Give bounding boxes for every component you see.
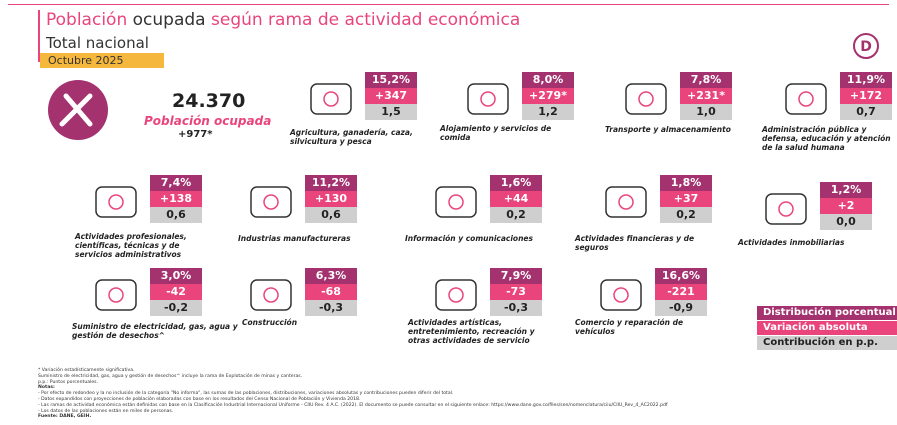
share-box: 7,8% bbox=[680, 72, 732, 88]
legend-item: Contribución en p.p. bbox=[757, 336, 897, 350]
contribution-box: -0,2 bbox=[150, 300, 202, 316]
sector-icon bbox=[600, 279, 642, 311]
footnote: Notas: bbox=[38, 385, 55, 391]
share-box: 7,9% bbox=[490, 268, 542, 284]
contribution-box: 0,6 bbox=[150, 207, 202, 223]
contribution-box: 0,7 bbox=[840, 104, 892, 120]
sector-icon bbox=[250, 186, 292, 218]
sector-name: Actividades financieras y de seguros bbox=[575, 234, 695, 252]
change-box: +138 bbox=[150, 191, 202, 207]
legend-item: Distribución porcentual bbox=[757, 306, 897, 320]
sector-name: Agricultura, ganadería, caza, silvicultu… bbox=[290, 128, 413, 146]
sector-name: Actividades inmobiliarias bbox=[738, 238, 845, 247]
footnote: Fuente: DANE, GEIH. bbox=[38, 414, 92, 420]
footnotes: * Variación estadísticamente significati… bbox=[38, 368, 668, 420]
change-box: +44 bbox=[490, 191, 542, 207]
summary-label: Población ocupada bbox=[144, 114, 272, 128]
share-box: 15,2% bbox=[365, 72, 417, 88]
share-box: 1,8% bbox=[660, 175, 712, 191]
share-box: 3,0% bbox=[150, 268, 202, 284]
title-rule bbox=[38, 10, 40, 62]
share-box: 1,6% bbox=[490, 175, 542, 191]
sector-icon bbox=[467, 83, 509, 115]
contribution-box: -0,9 bbox=[655, 300, 707, 316]
title-part: según rama de actividad económica bbox=[211, 10, 521, 30]
change-box: +37 bbox=[660, 191, 712, 207]
contribution-box: 1,5 bbox=[365, 104, 417, 120]
sector-icon bbox=[785, 83, 827, 115]
sector-name: Transporte y almacenamiento bbox=[605, 125, 731, 134]
change-box: +2 bbox=[820, 198, 872, 214]
sector-name: Comercio y reparación de vehículos bbox=[575, 318, 684, 336]
change-box: -42 bbox=[150, 284, 202, 300]
sector-icon bbox=[605, 186, 647, 218]
sector-icon bbox=[625, 83, 667, 115]
sector-icon bbox=[95, 186, 137, 218]
border bbox=[8, 4, 889, 5]
sector-name: Actividades profesionales, científicas, … bbox=[75, 232, 187, 259]
sector-name: Alojamiento y servicios de comida bbox=[440, 124, 552, 142]
footnote: - Por efecto de redondeo y la no inclusi… bbox=[38, 391, 454, 397]
share-box: 16,6% bbox=[655, 268, 707, 284]
change-box: +347 bbox=[365, 88, 417, 104]
change-box: +172 bbox=[840, 88, 892, 104]
change-box: +130 bbox=[305, 191, 357, 207]
sector-icon bbox=[95, 279, 137, 311]
share-box: 6,3% bbox=[305, 268, 357, 284]
sector-name: Información y comunicaciones bbox=[405, 234, 533, 243]
summary-value: 24.370 bbox=[172, 90, 246, 112]
summary-change: +977* bbox=[178, 129, 213, 140]
sector-name: Industrias manufactureras bbox=[238, 234, 351, 243]
sector-icon bbox=[435, 186, 477, 218]
legend-item: Variación absoluta bbox=[757, 321, 897, 335]
footnote: - Los datos de las poblaciones están en … bbox=[38, 408, 174, 414]
contribution-box: 1,0 bbox=[680, 104, 732, 120]
change-box: +279* bbox=[522, 88, 574, 104]
change-box: -68 bbox=[305, 284, 357, 300]
period: Octubre 2025 bbox=[40, 53, 164, 68]
footnote: * Variación estadísticamente significati… bbox=[38, 368, 135, 373]
footnote: - Las ramas de actividad económica están… bbox=[38, 402, 668, 408]
contribution-box: 0,2 bbox=[490, 207, 542, 223]
sector-name: Suministro de electricidad, gas, agua y … bbox=[72, 322, 238, 340]
sector-icon bbox=[435, 279, 477, 311]
share-box: 11,2% bbox=[305, 175, 357, 191]
footnote: p.p.: Puntos porcentuales. bbox=[38, 379, 98, 385]
sector-icon bbox=[250, 279, 292, 311]
summary-icon bbox=[48, 80, 108, 140]
footnote: Suministro de electricidad, gas, agua y … bbox=[38, 373, 303, 379]
contribution-box: 0,0 bbox=[820, 214, 872, 230]
footnote: - Datos expandidos con proyecciones de p… bbox=[38, 396, 361, 402]
contribution-box: 0,2 bbox=[660, 207, 712, 223]
logo: D bbox=[853, 33, 879, 59]
subtitle: Total nacional bbox=[46, 34, 149, 52]
share-box: 1,2% bbox=[820, 182, 872, 198]
change-box: -73 bbox=[490, 284, 542, 300]
title: Población ocupada según rama de activida… bbox=[46, 10, 520, 30]
title-part: Población bbox=[46, 10, 128, 30]
share-box: 11,9% bbox=[840, 72, 892, 88]
contribution-box: -0,3 bbox=[490, 300, 542, 316]
sector-icon bbox=[310, 83, 352, 115]
share-box: 7,4% bbox=[150, 175, 202, 191]
change-box: +231* bbox=[680, 88, 732, 104]
sector-name: Administración pública y defensa, educac… bbox=[762, 125, 891, 152]
contribution-box: 0,6 bbox=[305, 207, 357, 223]
sector-icon bbox=[765, 193, 807, 225]
share-box: 8,0% bbox=[522, 72, 574, 88]
svg-text:D: D bbox=[860, 39, 872, 55]
sector-name: Construcción bbox=[242, 318, 298, 327]
contribution-box: 1,2 bbox=[522, 104, 574, 120]
change-box: -221 bbox=[655, 284, 707, 300]
title-part: ocupada bbox=[132, 10, 206, 30]
sector-name: Actividades artísticas, entretenimiento,… bbox=[408, 318, 535, 345]
contribution-box: -0,3 bbox=[305, 300, 357, 316]
